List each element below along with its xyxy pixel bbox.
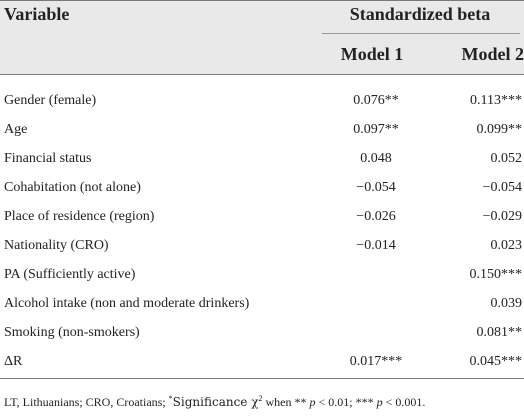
table-row: PA (Sufficiently active) 0.150*** [0, 261, 524, 289]
model-2-value: 0.081** [476, 325, 523, 340]
row-label: Cohabitation (not alone) [4, 180, 141, 195]
footnote-condition-1: < 0.01; *** [315, 395, 377, 409]
column-group-header-standardized-beta: Standardized beta [349, 4, 491, 24]
header-bottom-rule [0, 74, 524, 75]
model-2-value: 0.045*** [469, 354, 523, 369]
table-bottom-rule [0, 378, 524, 379]
row-label: ΔR [4, 354, 23, 369]
table-row: Smoking (non-smokers) 0.081** [0, 319, 524, 347]
model-2-value: −0.054 [482, 180, 522, 195]
model-1-value: 0.048 [360, 151, 392, 166]
footnote-significance: Significance χ [172, 395, 259, 409]
footnote-chi-square-exponent: 2 [258, 394, 263, 403]
model-1-value: 0.097** [353, 122, 399, 137]
model-2-value: −0.029 [482, 209, 522, 224]
footnote-when: when ** [262, 395, 310, 409]
footnote-condition-2: < 0.001. [382, 395, 426, 409]
table-subheader-band [0, 36, 524, 74]
table-row: Alcohol intake (non and moderate drinker… [0, 290, 524, 318]
footnote-star: * [168, 394, 173, 403]
group-header-underline [322, 33, 520, 34]
model-2-value: 0.052 [490, 151, 523, 166]
column-header-variable: Variable [4, 4, 70, 24]
model-2-value: 0.039 [490, 296, 523, 311]
column-header-model-1: Model 1 [340, 44, 404, 64]
row-label: Gender (female) [4, 93, 97, 108]
row-label: Age [4, 122, 28, 137]
table-row: Gender (female) 0.076** 0.113*** [0, 87, 524, 115]
footnote-abbreviations: LT, Lithuanians; CRO, Croatians; [4, 395, 169, 409]
column-header-model-2: Model 2 [461, 44, 524, 64]
table-row: Place of residence (region) −0.026 −0.02… [0, 203, 524, 231]
model-2-value: 0.099** [476, 122, 523, 137]
table-header-band [0, 0, 524, 36]
table-row: ΔR 0.017*** 0.045*** [0, 348, 524, 376]
model-1-value: −0.054 [356, 180, 396, 195]
row-label: PA (Sufficiently active) [4, 267, 136, 282]
model-1-value: −0.014 [356, 238, 396, 253]
model-2-value: 0.113*** [470, 93, 522, 108]
model-2-value: 0.150*** [469, 267, 523, 282]
table-row: Age 0.097** 0.099** [0, 116, 524, 144]
row-label: Alcohol intake (non and moderate drinker… [4, 296, 250, 311]
table-footnote: LT, Lithuanians; CRO, Croatians; *Signif… [4, 394, 425, 410]
row-label: Place of residence (region) [4, 209, 155, 224]
model-2-value: 0.023 [490, 238, 523, 253]
row-label: Nationality (CRO) [4, 238, 109, 253]
row-label: Smoking (non-smokers) [4, 325, 140, 340]
footnote-p-symbol: p [376, 395, 383, 409]
table-row: Financial status 0.048 0.052 [0, 145, 524, 173]
footnote-p-symbol: p [309, 395, 316, 409]
table-row: Nationality (CRO) −0.014 0.023 [0, 232, 524, 260]
model-1-value: 0.017*** [349, 354, 403, 369]
table-row: Cohabitation (not alone) −0.054 −0.054 [0, 174, 524, 202]
row-label: Financial status [4, 151, 92, 166]
model-1-value: −0.026 [356, 209, 396, 224]
model-1-value: 0.076** [353, 93, 399, 108]
top-rule [0, 0, 524, 1]
